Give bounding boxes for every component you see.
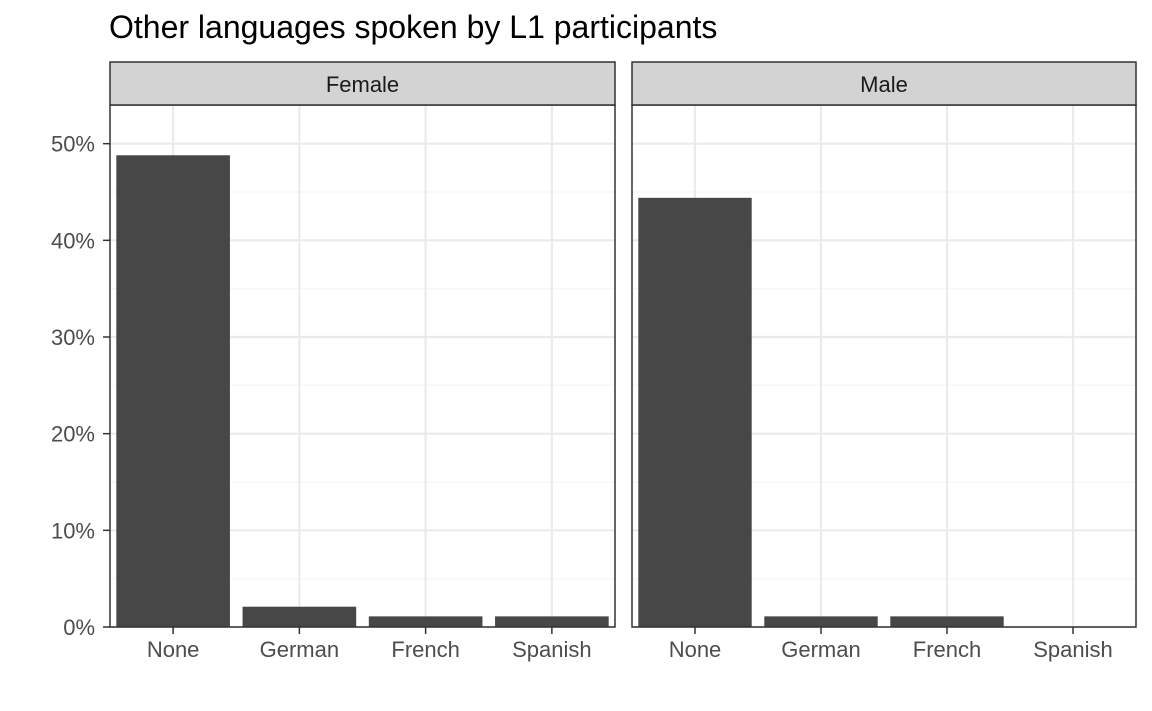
bar-female-french [368, 616, 483, 627]
x-tick-label-german: German [781, 637, 860, 662]
facet-panel-male: Male None German French Spanish [631, 61, 1137, 662]
y-tick-label-2: 20% [51, 422, 95, 447]
bar-female-german [242, 606, 357, 627]
chart-title: Other languages spoken by L1 participant… [109, 9, 717, 45]
bar-male-german [764, 616, 878, 627]
x-tick-label-spanish: Spanish [1033, 637, 1113, 662]
bar-male-none [638, 197, 752, 628]
y-axis: 0% 10% 20% 30% 40% 50% [51, 132, 110, 640]
y-tick-label-1: 10% [51, 518, 95, 543]
facet-strip-label: Male [860, 72, 908, 97]
facet-strip-label: Female [326, 72, 399, 97]
bar-female-none [116, 155, 230, 627]
facet-strip [631, 61, 1137, 106]
x-tick-label-french: French [391, 637, 459, 662]
x-tick-label-none: None [669, 637, 722, 662]
x-tick-label-french: French [913, 637, 981, 662]
y-tick-label-3: 30% [51, 325, 95, 350]
y-tick-label-4: 40% [51, 228, 95, 253]
x-tick-label-none: None [147, 637, 200, 662]
y-tick-label-5: 50% [51, 132, 95, 157]
bar-female-spanish [495, 616, 609, 627]
facet-strip [109, 61, 616, 106]
x-tick-label-german: German [260, 637, 339, 662]
y-tick-label-0: 0% [63, 615, 95, 640]
bar-male-french [890, 616, 1004, 627]
facet-panel-female: Female None German French Spanish [109, 61, 616, 662]
x-tick-label-spanish: Spanish [512, 637, 592, 662]
